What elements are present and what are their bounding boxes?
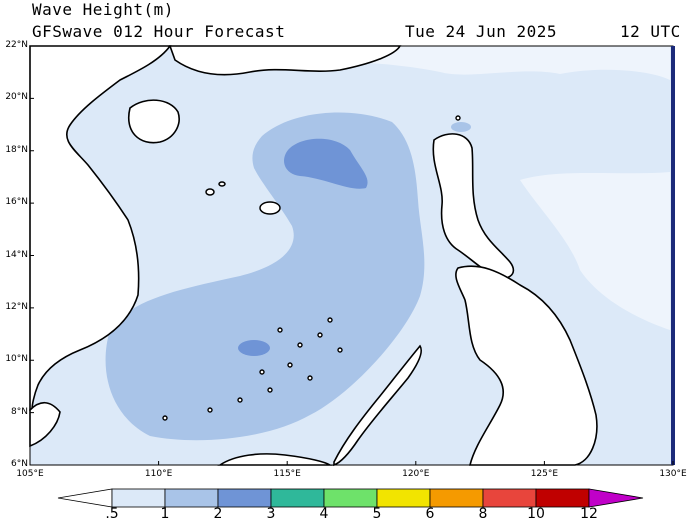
lon-label: 130°E: [659, 469, 687, 479]
lat-label: 20°N: [5, 92, 28, 103]
land-hainan: [127, 99, 180, 144]
island-spratly: [337, 347, 343, 353]
colorbar-label: 1: [160, 506, 170, 522]
lon-label: 125°E: [530, 469, 559, 479]
colorbar-label: 2: [213, 506, 223, 522]
lat-label: 10°N: [5, 354, 28, 365]
island-spratly: [317, 332, 323, 338]
island-spratly: [237, 397, 243, 403]
island-spratly: [297, 342, 303, 348]
colorbar-label: 10: [527, 506, 545, 522]
island-paracel: [259, 201, 281, 215]
wave-zone-2-3m: [238, 340, 270, 356]
colorbar-label: 5: [372, 506, 382, 522]
land-indochina: [29, 45, 172, 411]
colorbar-swatch: [323, 488, 378, 508]
colorbar: [57, 488, 644, 508]
map-right-edge: [671, 46, 675, 465]
lon-ticks: [29, 461, 674, 465]
land-palawan: [333, 344, 423, 467]
island-batanes: [455, 115, 461, 121]
wave-zone-2-3m: [284, 138, 368, 189]
forecast-time: 12 UTC: [620, 22, 681, 41]
forecast-date: Tue 24 Jun 2025: [405, 22, 557, 41]
lon-label: 110°E: [144, 469, 173, 479]
lat-ticks: [30, 45, 34, 466]
island-spratly: [207, 407, 213, 413]
island-spratly: [287, 362, 293, 368]
lon-label: 120°E: [402, 469, 430, 479]
colorbar-max-arrow: [588, 488, 644, 508]
wave-zone-1-2m: [105, 112, 425, 441]
colorbar-label: 4: [319, 506, 329, 522]
island-spratly: [327, 317, 333, 323]
colorbar-label: 12: [580, 506, 598, 522]
island-spratly: [307, 375, 313, 381]
colorbar-label: 6: [425, 506, 435, 522]
lat-label: 12°N: [5, 301, 28, 312]
wave-zone-1-2m: [451, 122, 471, 132]
lat-label: 18°N: [5, 144, 28, 155]
island-spratly: [259, 369, 265, 375]
colorbar-label: 8: [478, 506, 488, 522]
land-luzon: [432, 133, 515, 279]
island-spratly: [162, 415, 168, 421]
colorbar-label: .5: [105, 506, 119, 522]
calm-sea-patch: [520, 172, 670, 330]
forecast-subtitle: GFSwave 012 Hour Forecast: [32, 22, 286, 41]
colorbar-swatch: [535, 488, 590, 508]
land-borneo: [217, 453, 333, 466]
lat-label: 16°N: [5, 197, 28, 208]
lat-label: 6°N: [11, 459, 28, 469]
lat-label: 8°N: [11, 406, 28, 417]
colorbar-min-arrow: [57, 488, 113, 508]
island-paracel: [205, 188, 215, 196]
map-title: Wave Height(m): [32, 0, 174, 19]
lon-label: 105°E: [16, 469, 44, 479]
lon-label: 115°E: [273, 469, 301, 479]
colorbar-swatch: [270, 488, 325, 508]
land-mekong-delta: [29, 401, 61, 448]
island-paracel: [218, 181, 226, 187]
colorbar-swatch: [217, 488, 272, 508]
colorbar-swatch: [111, 488, 166, 508]
lat-label: 22°N: [5, 40, 28, 50]
island-spratly: [277, 327, 283, 333]
colorbar-swatch: [482, 488, 537, 508]
colorbar-swatch: [429, 488, 484, 508]
colorbar-swatch: [376, 488, 431, 508]
colorbar-label: 3: [266, 506, 276, 522]
colorbar-swatch: [164, 488, 219, 508]
lat-label: 14°N: [5, 249, 28, 260]
land-south-china: [168, 45, 402, 76]
island-spratly: [267, 387, 273, 393]
